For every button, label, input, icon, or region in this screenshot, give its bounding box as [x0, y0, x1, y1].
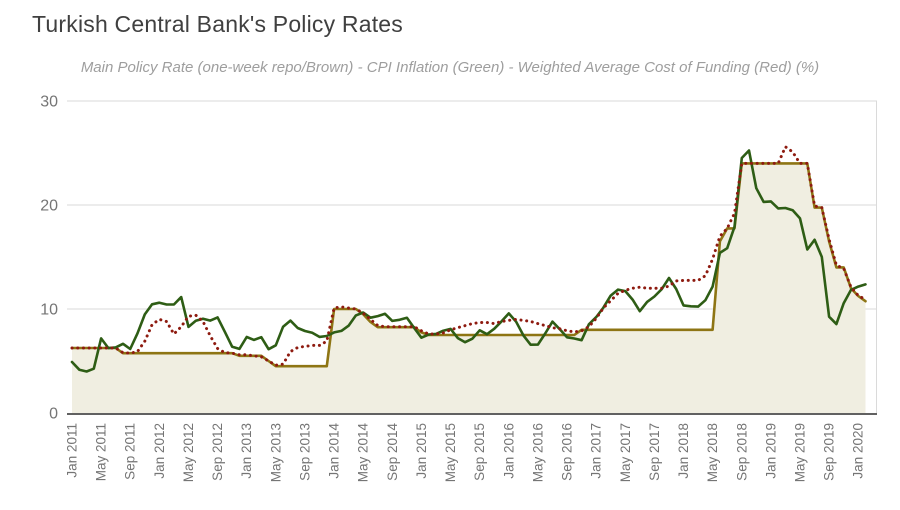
y-axis-tick-label: 10 — [40, 302, 58, 319]
x-axis-tick-label: Jan 2016 — [501, 423, 516, 479]
x-axis-tick-label: May 2014 — [356, 423, 371, 483]
chart-subtitle: Main Policy Rate (one-week repo/Brown) -… — [80, 59, 820, 76]
x-axis-tick-label: Sep 2012 — [210, 423, 225, 481]
x-axis-tick-label: Sep 2019 — [822, 423, 837, 481]
x-axis-tick-label: Jan 2015 — [414, 423, 429, 479]
y-axis-tick-label: 30 — [40, 94, 58, 111]
x-axis-tick-label: May 2013 — [268, 423, 283, 482]
x-axis-tick-label: May 2018 — [705, 423, 720, 482]
x-axis-tick-label: May 2011 — [94, 423, 109, 481]
y-axis-tick-label: 20 — [40, 198, 58, 215]
x-axis-tick-label: Jan 2012 — [152, 423, 167, 479]
x-axis-tick-label: Sep 2013 — [298, 423, 313, 481]
x-axis-tick-label: Sep 2017 — [647, 423, 662, 481]
x-axis-tick-label: Sep 2018 — [734, 423, 749, 481]
x-axis-tick-label: May 2012 — [181, 423, 196, 482]
x-axis-tick-label: Sep 2015 — [472, 423, 487, 481]
x-axis-tick-label: Jan 2018 — [676, 423, 691, 479]
x-axis-tick-label: Sep 2014 — [385, 423, 400, 481]
chart-title: Turkish Central Bank's Policy Rates — [32, 11, 404, 37]
x-axis-tick-label: Jan 2011 — [65, 423, 80, 478]
x-axis-tick-label: Jan 2020 — [851, 423, 866, 479]
x-axis-tick-label: Sep 2011 — [123, 423, 138, 480]
x-axis-tick-label: May 2019 — [793, 423, 808, 482]
x-axis-tick-label: Jan 2014 — [327, 423, 342, 479]
x-axis-tick-label: May 2017 — [618, 423, 633, 482]
x-axis-tick-label: May 2015 — [443, 423, 458, 482]
x-axis-tick-label: Sep 2016 — [560, 423, 575, 481]
y-axis-tick-label: 0 — [49, 406, 58, 423]
x-axis-tick-label: Jan 2013 — [239, 423, 254, 479]
policy-rate-area — [72, 163, 866, 413]
wacf-dotted-line — [70, 145, 867, 367]
x-axis-tick-label: Jan 2017 — [589, 423, 604, 479]
x-axis-tick-label: Jan 2019 — [763, 423, 778, 479]
x-axis-tick-label: May 2016 — [530, 423, 545, 482]
cpi-inflation-line — [70, 149, 867, 373]
